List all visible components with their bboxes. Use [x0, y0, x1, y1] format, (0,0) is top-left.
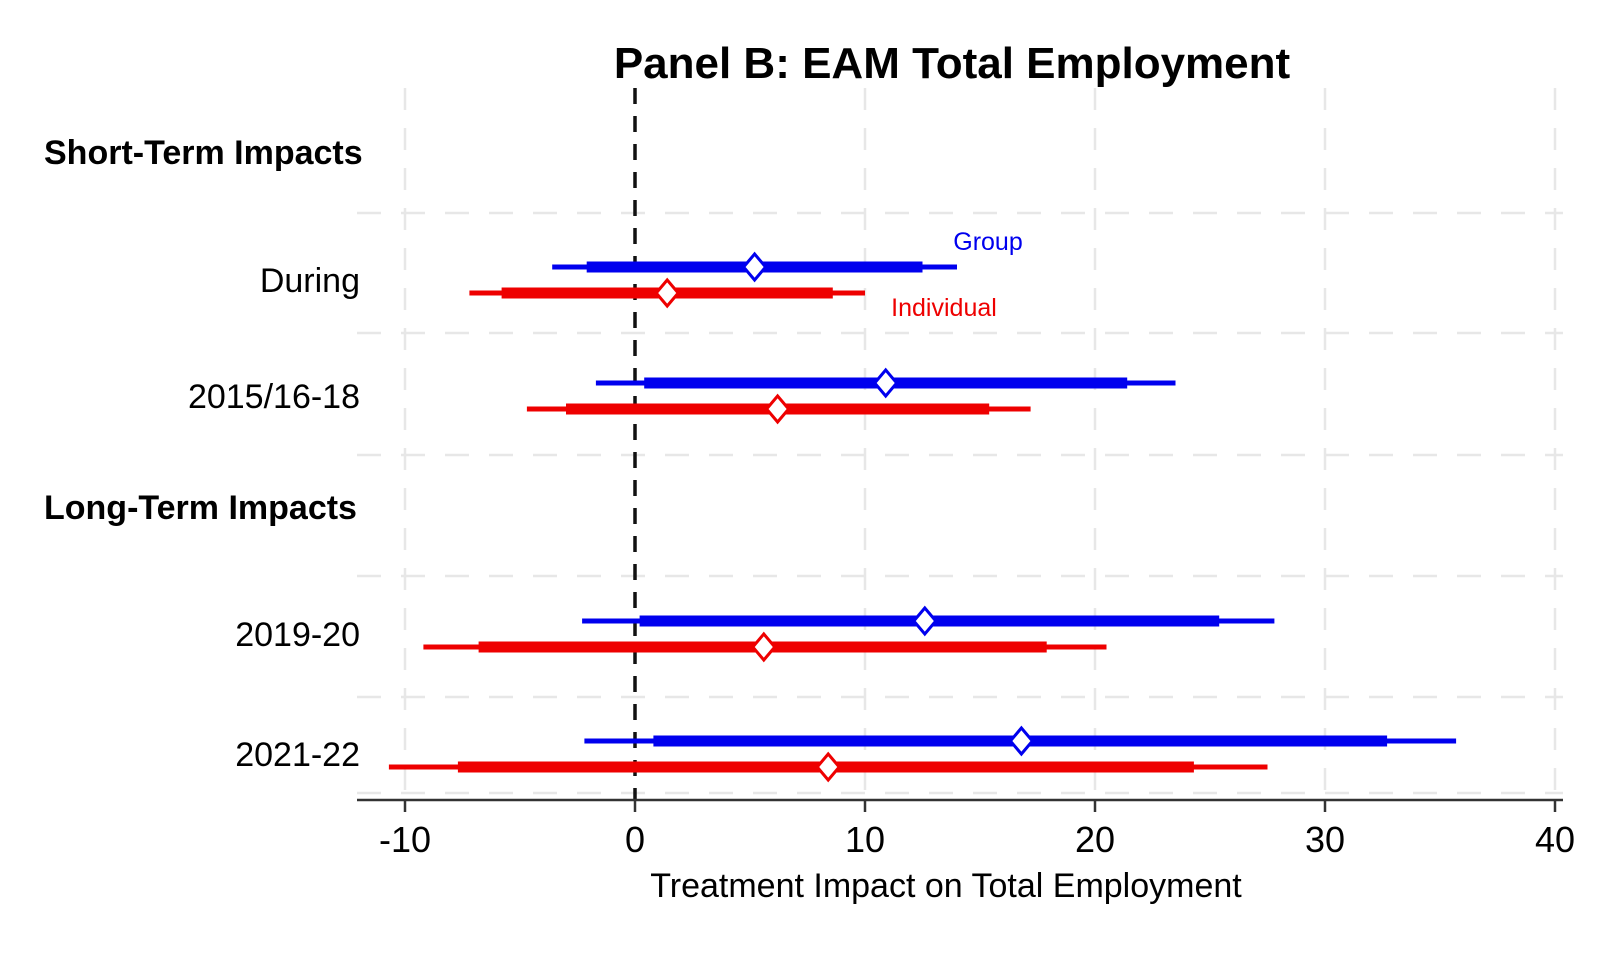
section-header: Short-Term Impacts	[44, 134, 363, 172]
legend-label-group: Group	[953, 228, 1022, 256]
row-label: 2015/16-18	[188, 378, 360, 416]
estimate-diamond-group	[1008, 725, 1035, 757]
estimate-diamond-group	[911, 605, 938, 637]
legend-annotations: Group Individual	[891, 228, 1023, 322]
row-labels: Short-Term Impacts During 2015/16-18 Long-T…	[44, 134, 363, 774]
x-axis: -10 0 10 20 30 40	[357, 798, 1575, 860]
series-layer	[388, 251, 1457, 783]
chart-title: Panel B: EAM Total Employment	[614, 39, 1291, 88]
legend-label-individual: Individual	[891, 294, 997, 322]
vertical-gridlines	[403, 88, 1557, 800]
row-label: 2019-20	[235, 616, 360, 654]
estimate-diamond-individual	[815, 751, 842, 783]
estimate-diamond-individual	[654, 277, 681, 309]
x-axis-label: Treatment Impact on Total Employment	[650, 867, 1242, 905]
x-tick-label: 10	[845, 819, 885, 860]
estimate-diamond-group	[741, 251, 768, 283]
section-header: Long-Term Impacts	[44, 489, 357, 527]
x-tick-label: 30	[1305, 819, 1345, 860]
estimate-diamond-individual	[764, 393, 791, 425]
x-tick-label: 0	[625, 819, 645, 860]
row-label: During	[260, 262, 360, 300]
row-label: 2021-22	[235, 736, 360, 774]
x-tick-label: 20	[1075, 819, 1115, 860]
x-tick-label: 40	[1535, 819, 1575, 860]
x-tick-label: -10	[379, 819, 431, 860]
estimate-diamond-group	[872, 367, 899, 399]
estimate-diamond-individual	[750, 631, 777, 663]
